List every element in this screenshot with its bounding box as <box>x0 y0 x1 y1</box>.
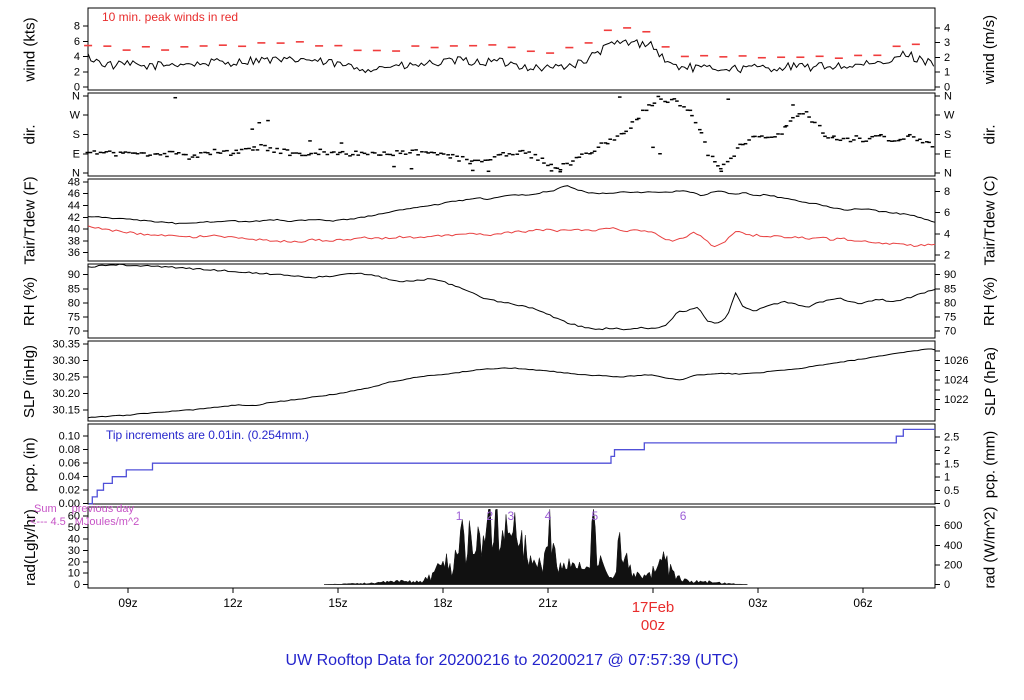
svg-text:06z: 06z <box>853 596 872 610</box>
svg-text:1022: 1022 <box>944 394 968 406</box>
svg-text:21z: 21z <box>538 596 557 610</box>
svg-text:75: 75 <box>944 311 956 323</box>
svg-text:50: 50 <box>68 522 80 534</box>
precip-accum <box>88 428 935 505</box>
svg-text:0.02: 0.02 <box>59 485 80 497</box>
svg-text:5: 5 <box>592 509 599 523</box>
svg-text:0.08: 0.08 <box>59 444 80 456</box>
svg-text:2: 2 <box>74 66 80 78</box>
svg-text:36: 36 <box>68 247 80 259</box>
svg-text:3: 3 <box>944 37 950 49</box>
svg-text:N: N <box>944 168 952 180</box>
svg-text:4: 4 <box>545 509 552 523</box>
svg-text:40: 40 <box>68 533 80 545</box>
svg-text:0.00: 0.00 <box>59 498 80 510</box>
svg-text:20: 20 <box>68 556 80 568</box>
svg-text:85: 85 <box>944 283 956 295</box>
svg-text:W: W <box>944 110 955 122</box>
svg-text:90: 90 <box>944 269 956 281</box>
wind-speed <box>87 39 935 74</box>
svg-text:2: 2 <box>487 509 494 523</box>
svg-text:70: 70 <box>944 325 956 337</box>
svg-text:S: S <box>944 129 951 141</box>
svg-text:0.10: 0.10 <box>59 431 80 443</box>
svg-text:60: 60 <box>68 511 80 523</box>
svg-text:2: 2 <box>944 445 950 457</box>
solar-radiation <box>323 509 748 585</box>
svg-text:0: 0 <box>944 81 950 93</box>
svg-text:0.5: 0.5 <box>944 485 959 497</box>
svg-text:70: 70 <box>68 325 80 337</box>
svg-text:38: 38 <box>68 235 80 247</box>
svg-text:4: 4 <box>944 228 950 240</box>
svg-text:80: 80 <box>68 297 80 309</box>
svg-text:3: 3 <box>508 509 515 523</box>
svg-text:75: 75 <box>68 311 80 323</box>
svg-text:0: 0 <box>74 579 80 591</box>
svg-text:1: 1 <box>944 472 950 484</box>
svg-text:E: E <box>944 148 951 160</box>
svg-text:90: 90 <box>68 269 80 281</box>
svg-text:80: 80 <box>944 297 956 309</box>
svg-text:00z: 00z <box>641 617 665 634</box>
svg-text:2.5: 2.5 <box>944 432 959 444</box>
svg-text:10: 10 <box>68 568 80 580</box>
svg-text:30.35: 30.35 <box>52 338 80 350</box>
svg-text:4: 4 <box>74 51 80 63</box>
svg-text:600: 600 <box>944 520 962 532</box>
svg-text:0.04: 0.04 <box>59 471 80 483</box>
svg-text:4: 4 <box>944 22 950 34</box>
figure-title: UW Rooftop Data for 20200216 to 20200217… <box>285 652 739 669</box>
svg-text:18z: 18z <box>433 596 452 610</box>
svg-text:30.25: 30.25 <box>52 372 80 384</box>
svg-text:44: 44 <box>68 200 80 212</box>
svg-text:6: 6 <box>680 509 687 523</box>
rh <box>88 263 936 331</box>
svg-text:E: E <box>73 148 80 160</box>
svg-text:200: 200 <box>944 559 962 571</box>
svg-text:N: N <box>944 90 952 102</box>
svg-text:8: 8 <box>944 186 950 198</box>
svg-text:1.5: 1.5 <box>944 458 959 470</box>
svg-text:0.06: 0.06 <box>59 458 80 470</box>
svg-text:2: 2 <box>944 52 950 64</box>
svg-text:30.20: 30.20 <box>52 388 80 400</box>
svg-text:1026: 1026 <box>944 355 968 367</box>
svg-text:30.30: 30.30 <box>52 355 80 367</box>
svg-text:400: 400 <box>944 540 962 552</box>
svg-text:46: 46 <box>68 188 80 200</box>
svg-text:48: 48 <box>68 176 80 188</box>
tair <box>88 185 936 225</box>
svg-text:0: 0 <box>74 81 80 93</box>
svg-text:1: 1 <box>456 509 463 523</box>
svg-text:6: 6 <box>944 207 950 219</box>
svg-text:40: 40 <box>68 224 80 236</box>
svg-text:17Feb: 17Feb <box>632 599 675 616</box>
tdew <box>87 225 936 248</box>
svg-text:W: W <box>70 110 81 122</box>
svg-text:09z: 09z <box>118 596 137 610</box>
svg-text:30.15: 30.15 <box>52 405 80 417</box>
svg-text:85: 85 <box>68 283 80 295</box>
svg-text:8: 8 <box>74 21 80 33</box>
svg-text:6: 6 <box>74 36 80 48</box>
svg-text:0: 0 <box>944 579 950 591</box>
svg-text:12z: 12z <box>223 596 242 610</box>
svg-text:1: 1 <box>944 67 950 79</box>
svg-text:N: N <box>72 90 80 102</box>
svg-text:15z: 15z <box>328 596 347 610</box>
svg-text:30: 30 <box>68 545 80 557</box>
svg-text:0: 0 <box>944 498 950 510</box>
svg-text:N: N <box>72 168 80 180</box>
svg-text:1024: 1024 <box>944 375 968 387</box>
svg-text:42: 42 <box>68 212 80 224</box>
svg-text:03z: 03z <box>748 596 767 610</box>
svg-text:2: 2 <box>944 250 950 262</box>
slp <box>88 348 936 419</box>
svg-text:S: S <box>73 129 80 141</box>
